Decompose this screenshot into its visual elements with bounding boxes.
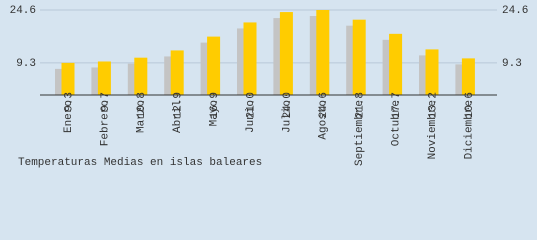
y-tick-label-right: 9.3 <box>502 58 522 70</box>
bar <box>170 50 184 95</box>
x-tick-label: Mayo <box>209 100 221 126</box>
x-tick-label: Diciembre <box>463 100 475 159</box>
value-label: 21.0 <box>245 92 257 118</box>
value-label: 12.9 <box>173 92 185 118</box>
bar <box>461 58 475 95</box>
bar <box>316 10 330 95</box>
value-label: 21.8 <box>355 92 367 118</box>
bar <box>279 12 293 95</box>
y-tick-label: 9.3 <box>16 58 36 70</box>
chart-title: Temperaturas Medias en islas baleares <box>18 157 262 169</box>
value-label: 9.7 <box>100 92 112 112</box>
x-tick-label: Octubre <box>391 100 403 146</box>
x-tick-label: Junio <box>245 100 257 133</box>
bar <box>61 62 75 95</box>
value-label: 24.6 <box>318 92 330 118</box>
y-tick-label: 24.6 <box>10 5 36 17</box>
y-tick-label-right: 24.6 <box>502 5 528 17</box>
x-tick-label: Septiembre <box>354 100 366 166</box>
x-tick-label: Julio <box>281 100 293 133</box>
x-tick-label: Agosto <box>318 100 330 140</box>
x-tick-label: Noviembre <box>427 100 439 159</box>
bar <box>352 19 366 95</box>
bar <box>134 57 148 95</box>
value-label: 17.7 <box>391 92 403 118</box>
x-tick-label: Enero <box>63 100 75 133</box>
bar <box>243 22 257 95</box>
bar <box>389 33 403 95</box>
x-tick-label: Abril <box>172 100 184 133</box>
bar <box>425 49 439 95</box>
value-label: 10.6 <box>464 92 476 118</box>
background <box>0 0 537 174</box>
x-tick-label: Marzo <box>136 100 148 133</box>
value-label: 16.9 <box>209 92 221 118</box>
bar <box>97 61 111 95</box>
value-label: 13.2 <box>427 92 439 118</box>
value-label: 10.8 <box>136 92 148 118</box>
x-tick-label: Febrero <box>99 100 111 146</box>
value-label: 9.3 <box>63 92 75 112</box>
value-label: 24.0 <box>282 92 294 118</box>
bar <box>207 36 221 95</box>
chart: Temperaturas Medias en islas baleares 9.… <box>0 0 537 174</box>
